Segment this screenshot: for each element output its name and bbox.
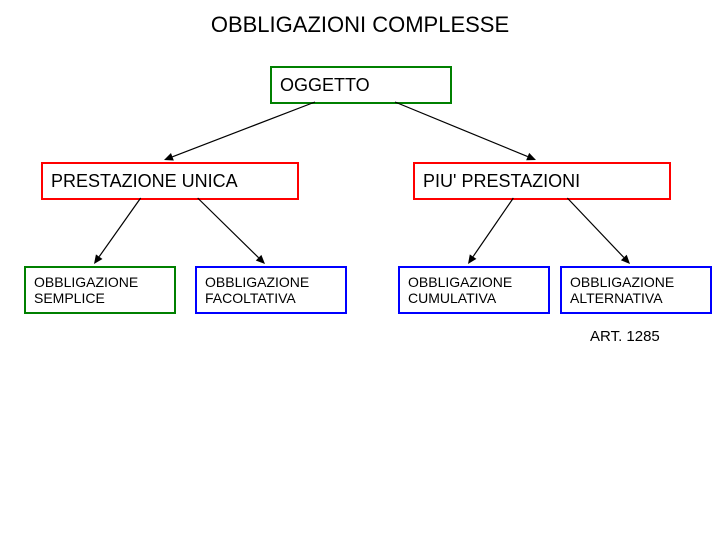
node-label-line1: OBBLIGAZIONE xyxy=(570,274,674,290)
node-prestazione-unica: PRESTAZIONE UNICA xyxy=(41,162,299,200)
node-obbligazione-facoltativa: OBBLIGAZIONE FACOLTATIVA xyxy=(195,266,347,314)
node-obbligazione-alternativa: OBBLIGAZIONE ALTERNATIVA xyxy=(560,266,712,314)
node-label-line2: ALTERNATIVA xyxy=(570,290,674,306)
node-label-line1: OBBLIGAZIONE xyxy=(34,274,138,290)
node-piu-prestazioni: PIU' PRESTAZIONI xyxy=(413,162,671,200)
node-label: PIU' PRESTAZIONI xyxy=(423,171,580,192)
diagram-canvas: OBBLIGAZIONI COMPLESSE OGGETTO PRESTAZIO… xyxy=(0,0,720,540)
node-label-line1: OBBLIGAZIONE xyxy=(205,274,309,290)
node-label: OGGETTO xyxy=(280,75,370,96)
node-label-line2: FACOLTATIVA xyxy=(205,290,309,306)
node-label-line2: SEMPLICE xyxy=(34,290,138,306)
footnote-art-1285: ART. 1285 xyxy=(590,328,660,345)
node-label-line1: OBBLIGAZIONE xyxy=(408,274,512,290)
node-oggetto: OGGETTO xyxy=(270,66,452,104)
node-label-line2: CUMULATIVA xyxy=(408,290,512,306)
node-obbligazione-cumulativa: OBBLIGAZIONE CUMULATIVA xyxy=(398,266,550,314)
diagram-title: OBBLIGAZIONI COMPLESSE xyxy=(0,12,720,38)
node-obbligazione-semplice: OBBLIGAZIONE SEMPLICE xyxy=(24,266,176,314)
node-label: PRESTAZIONE UNICA xyxy=(51,171,238,192)
